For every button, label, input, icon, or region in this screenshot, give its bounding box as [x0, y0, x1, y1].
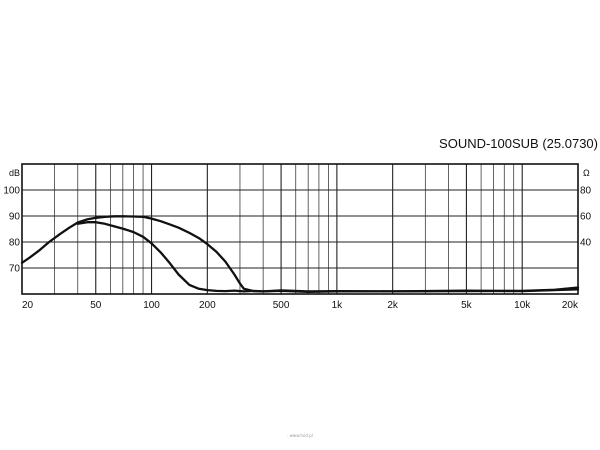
- y-axis-unit-left: dB: [9, 168, 20, 178]
- y-tick-label-right: 80: [580, 186, 592, 197]
- x-tick-label: 10k: [514, 300, 531, 311]
- y-tick-label-left: 70: [9, 264, 21, 275]
- x-tick-label: 50: [90, 300, 102, 311]
- x-tick-label: 200: [199, 300, 216, 311]
- chart-title: SOUND-100SUB (25.0730): [439, 136, 598, 151]
- y-tick-label-left: 90: [9, 212, 21, 223]
- y-tick-label-left: 100: [3, 186, 20, 197]
- x-tick-label: 2k: [387, 300, 399, 311]
- x-tick-label: 20k: [562, 300, 579, 311]
- y-tick-label-right: 60: [580, 212, 592, 223]
- x-tick-label: 1k: [332, 300, 344, 311]
- grid-lines: [22, 164, 578, 294]
- y-tick-label-left: 80: [9, 238, 21, 249]
- y-tick-label-right: 40: [580, 238, 592, 249]
- series-line-1: [20, 215, 580, 294]
- x-tick-label: 500: [273, 300, 290, 311]
- plot-frame: [21, 163, 579, 295]
- x-tick-label: 20: [22, 300, 34, 311]
- x-tick-label: 5k: [461, 300, 473, 311]
- axis-labels: 20 50 100 200 500 1k 2k 5k 10k 20k 70 80 90 100 40 60 80…: [3, 168, 591, 311]
- x-tick-label: 100: [143, 300, 160, 311]
- y-axis-unit-right: Ω: [583, 168, 590, 178]
- data-series: [20, 215, 580, 294]
- series-line-2: [76, 221, 580, 293]
- footer-note: · www.tvid.pl: [287, 433, 313, 438]
